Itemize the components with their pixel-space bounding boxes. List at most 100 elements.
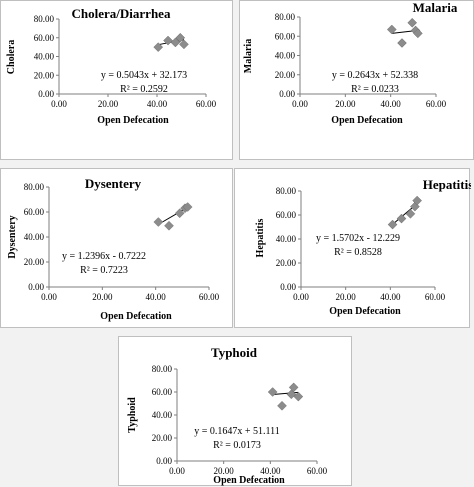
data-point [277,400,287,411]
x-axis-label: Open Defecation [331,115,403,126]
y-tick-label: 60.00 [276,210,297,220]
y-tick-label: 40.00 [275,51,296,61]
data-point [412,195,422,206]
y-tick-label: 80.00 [24,182,45,192]
trendline-equation: y = 0.5043x + 32.173 [101,70,187,81]
x-tick-label: 60.00 [199,292,220,302]
y-tick-label: 60.00 [34,33,55,43]
x-tick-label: 60.00 [307,466,328,476]
data-point [164,220,174,231]
x-tick-label: 40.00 [381,99,402,109]
x-tick-label: 40.00 [380,292,401,302]
x-tick-label: 0.00 [41,292,57,302]
chart-panel-dysentery: 0.00 20.00 40.00 60.00 0.00 20.00 40.00 60.00 80… [0,168,233,328]
y-tick-label: 20.00 [276,258,297,268]
x-tick-label: 40.00 [260,466,281,476]
x-axis-label: Open Defecation [97,115,169,126]
data-point [153,217,164,227]
x-tick-label: 20.00 [92,292,113,302]
x-tick-label: 0.00 [169,466,185,476]
y-tick-label: 80.00 [276,186,297,196]
x-tick-label: 60.00 [426,99,447,109]
y-tick-label: 40.00 [24,232,45,242]
x-tick-label: 20.00 [214,466,235,476]
x-tick-label: 40.00 [147,99,168,109]
data-point [179,39,189,50]
y-tick-label: 0.00 [38,89,54,99]
data-point [386,24,397,35]
data-point [397,38,407,48]
data-point [170,37,181,48]
y-tick-label: 40.00 [276,234,297,244]
x-tick-label: 0.00 [292,99,308,109]
r-squared-label: R² = 0.0233 [351,84,399,95]
chart-title: Malaria [413,1,458,15]
x-tick-label: 20.00 [98,99,119,109]
data-point [175,32,186,43]
chart-svg: 0.00 20.00 40.00 60.00 0.00 20.00 40.00 60.00 80… [255,177,471,317]
y-tick-label: 20.00 [24,257,45,267]
y-tick-label: 60.00 [152,387,173,397]
chart-panel-cholera: 0.00 20.00 40.00 60.00 0.00 20.00 40.00 60.00 80… [0,0,233,160]
data-point [405,208,416,219]
data-point [396,213,407,224]
y-tick-label: 0.00 [279,89,295,99]
y-tick-label: 80.00 [34,14,55,24]
y-tick-label: 0.00 [156,456,172,466]
x-tick-label: 20.00 [335,99,356,109]
data-point [407,17,418,28]
data-point [387,219,398,230]
chart-svg: 0.00 20.00 40.00 60.00 0.00 20.00 40.00 60.00 80… [127,345,328,486]
chart-panel-malaria: 0.00 20.00 40.00 60.00 0.00 20.00 40.00 60.00 80… [239,0,474,160]
x-axis-label: Open Defecation [329,306,401,317]
y-tick-label: 40.00 [34,52,55,62]
x-axis-label: Open Defecation [100,311,172,322]
y-axis-label: Dysentery [7,215,18,258]
data-point [293,391,304,402]
chart-svg: 0.00 20.00 40.00 60.00 0.00 20.00 40.00 60.00 80… [7,176,220,322]
y-axis-label: Cholera [6,40,17,74]
x-tick-label: 0.00 [293,292,309,302]
trendline-equation: y = 0.2643x + 52.338 [332,70,418,81]
y-tick-label: 80.00 [275,12,296,22]
x-tick-label: 60.00 [196,99,217,109]
data-point [174,208,185,219]
y-tick-label: 0.00 [28,282,44,292]
r-squared-label: R² = 0.0173 [213,440,261,451]
trendline-equation: y = 0.1647x + 51.111 [194,426,280,437]
y-tick-label: 80.00 [152,364,173,374]
x-tick-label: 0.00 [51,99,67,109]
trendline-equation: y = 1.2396x - 0.7222 [62,251,146,262]
x-tick-label: 40.00 [146,292,167,302]
r-squared-label: R² = 0.7223 [80,265,128,276]
data-point [413,28,423,39]
data-point [163,35,173,46]
r-squared-label: R² = 0.2592 [120,84,168,95]
y-tick-label: 40.00 [152,410,173,420]
y-tick-label: 20.00 [34,70,55,80]
y-tick-label: 0.00 [280,282,296,292]
y-tick-label: 60.00 [275,31,296,41]
x-tick-label: 60.00 [425,292,446,302]
chart-title: Hepatitis [423,177,471,192]
x-axis-label: Open Defecation [213,475,285,486]
chart-panel-hepatitis: 0.00 20.00 40.00 60.00 0.00 20.00 40.00 60.00 80… [234,168,471,328]
y-axis-label: Typhoid [127,397,138,433]
chart-svg: 0.00 20.00 40.00 60.00 0.00 20.00 40.00 60.00 80… [6,6,217,126]
chart-title: Cholera/Diarrhea [72,6,171,21]
chart-title: Dysentery [85,176,142,191]
chart-svg: 0.00 20.00 40.00 60.00 0.00 20.00 40.00 60.00 80… [243,1,458,126]
y-axis-label: Hepatitis [255,218,266,257]
x-tick-label: 20.00 [336,292,357,302]
data-point [288,382,299,393]
data-point [267,387,278,397]
chart-title: Typhoid [211,345,258,360]
y-tick-label: 20.00 [275,70,296,80]
r-squared-label: R² = 0.8528 [334,247,382,258]
y-axis-label: Malaria [243,39,254,73]
y-tick-label: 60.00 [24,207,45,217]
y-tick-label: 20.00 [152,433,173,443]
chart-panel-typhoid: 0.00 20.00 40.00 60.00 0.00 20.00 40.00 60.00 80… [118,336,352,486]
data-point [182,202,193,212]
